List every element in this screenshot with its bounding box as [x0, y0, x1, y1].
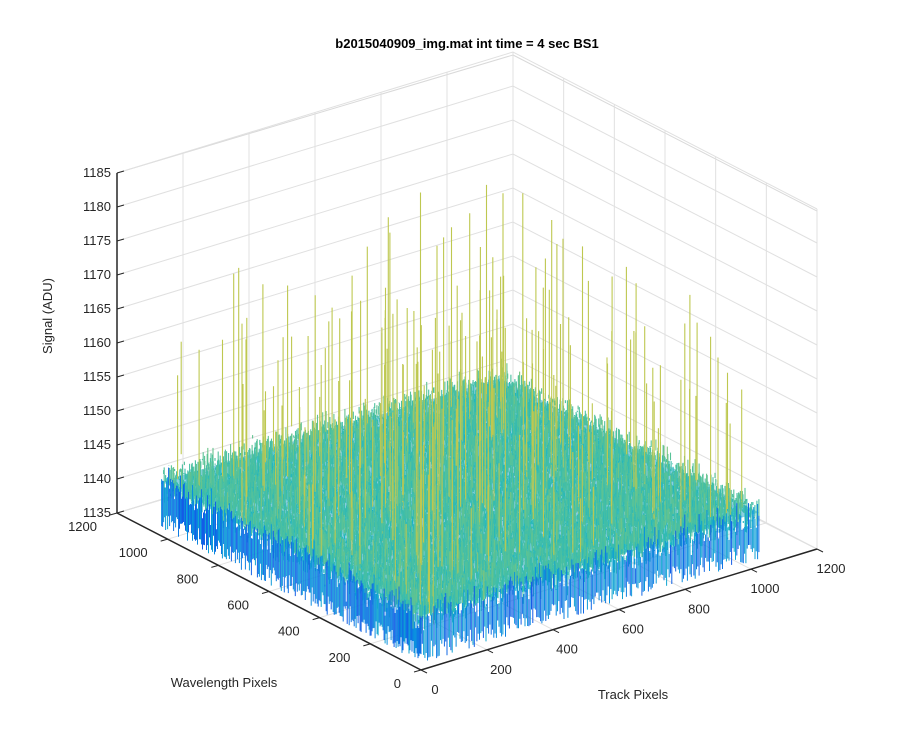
data-surface — [161, 184, 760, 661]
y-gridline — [370, 182, 767, 645]
